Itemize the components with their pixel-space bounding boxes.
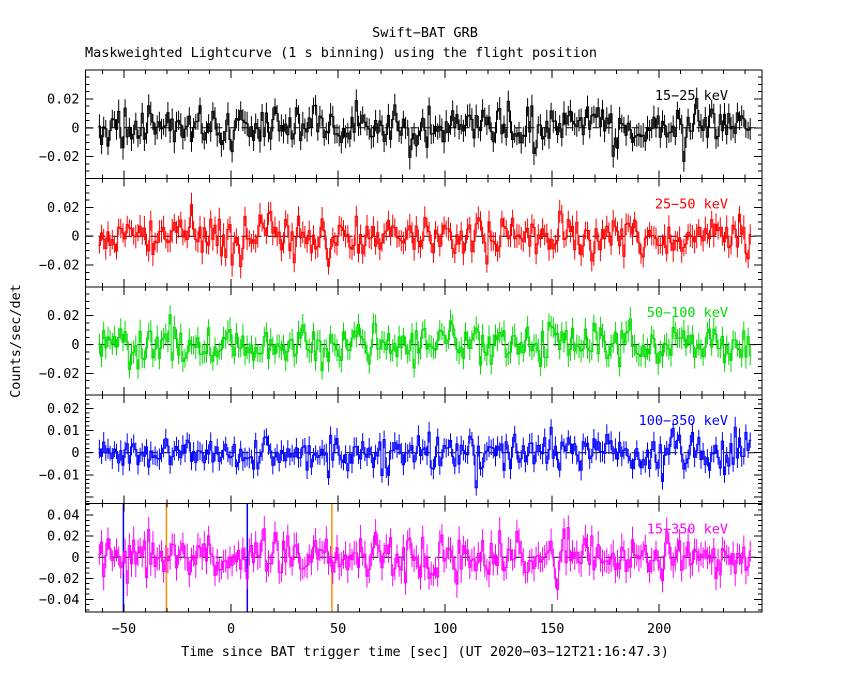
band-label: 15−350 keV [647,522,728,538]
y-tick-label: 0.02 [47,91,80,107]
x-axis-label: Time since BAT trigger time [sec] (UT 20… [181,644,669,660]
x-tick-label: 150 [540,621,564,637]
panel-frame-ticks [85,394,763,505]
band-label: 15−25 keV [655,88,728,104]
lightcurve-steps [98,426,752,489]
y-tick-label: 0 [71,229,79,245]
y-tick-label: 0 [71,337,79,353]
chart-subtitle: Maskweighted Lightcurve (1 s binning) us… [85,45,598,61]
lightcurve-steps [98,97,752,162]
y-tick-label: 0 [71,550,79,566]
y-tick-label: −0.02 [39,366,80,382]
y-tick-label: 0.02 [47,401,80,417]
panel-25-50-keV [85,192,762,279]
y-tick-label: −0.01 [39,467,80,483]
y-tick-label: 0.02 [47,200,80,216]
x-tick-label: 200 [647,621,671,637]
x-tick-label: 100 [433,621,457,637]
panel-100-350-keV [85,416,762,496]
y-tick-label: 0 [71,445,79,461]
band-label: 50−100 keV [647,305,728,321]
x-tick-label: 50 [330,621,346,637]
y-tick-label: 0.02 [47,529,80,545]
panel-50-100-keV [85,305,762,380]
y-tick-label: −0.02 [39,149,80,165]
panel-frame-ticks [85,286,763,396]
panel-frame-ticks [85,503,763,613]
lightcurve-steps [98,204,752,268]
band-label: 25−50 keV [655,196,728,212]
panel-15-25-keV [85,87,762,172]
y-tick-label: 0.01 [47,423,80,439]
panel-15-350-keV [85,503,762,612]
y-tick-label: −0.02 [39,571,80,587]
x-tick-label: −50 [112,621,136,637]
y-tick-label: 0.02 [47,308,80,324]
y-tick-label: −0.04 [39,592,80,608]
lightcurve-steps [98,314,752,372]
error-bars [98,87,751,172]
y-tick-label: −0.02 [39,258,80,274]
chart-title: Swift−BAT GRB [372,25,478,41]
x-tick-label: 0 [227,621,235,637]
band-label: 100−350 keV [639,413,728,429]
panel-frame-ticks [85,177,763,288]
y-tick-label: 0.04 [47,508,80,524]
lightcurve-steps [98,527,752,590]
y-tick-label: 0 [71,120,79,136]
